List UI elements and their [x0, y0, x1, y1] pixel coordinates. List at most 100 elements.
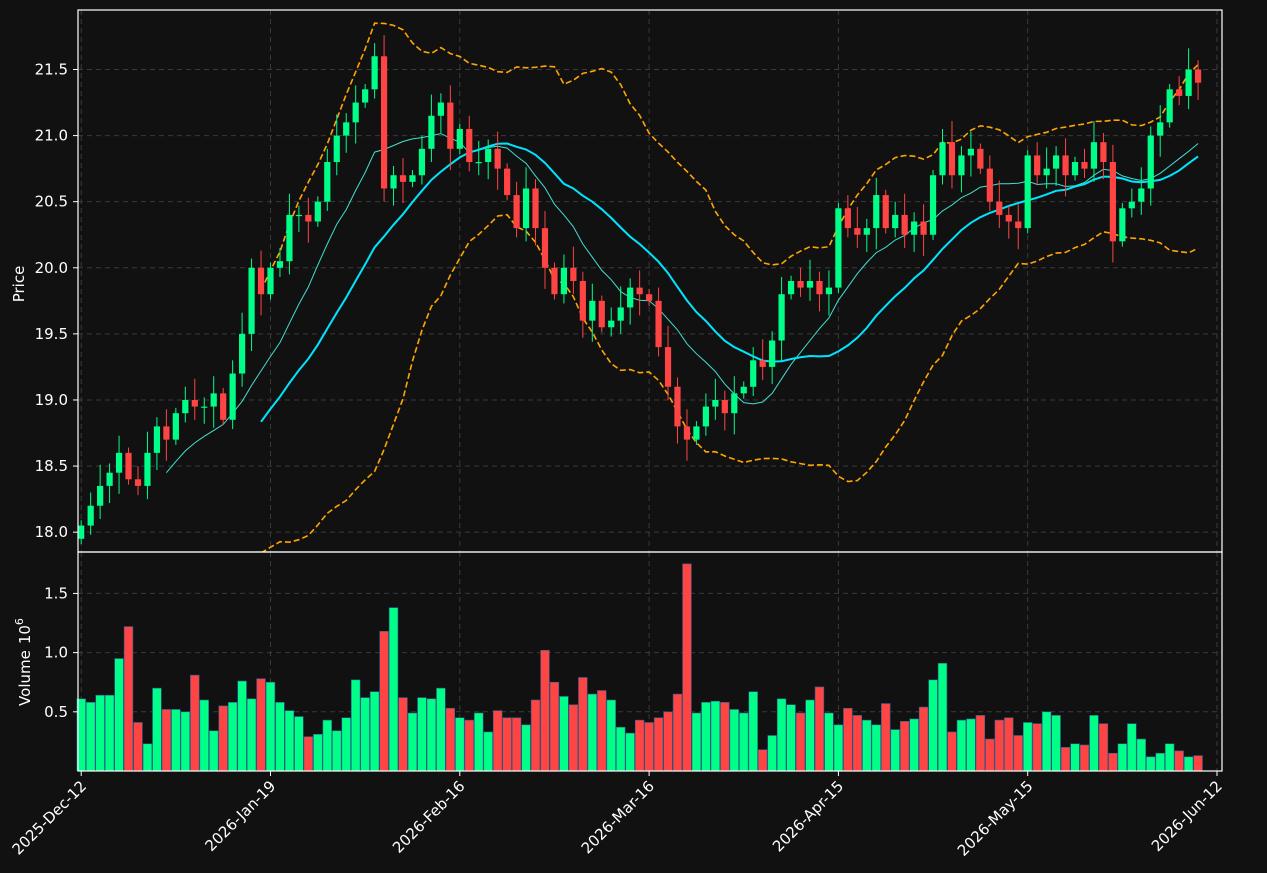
volume-bar [407, 712, 418, 772]
candle-body [806, 281, 814, 288]
volume-bar [190, 674, 200, 772]
volume-tick-label: 1.5 [44, 584, 68, 602]
volume-bar [691, 712, 702, 772]
candle-body [115, 452, 123, 473]
candle-body [1100, 142, 1107, 163]
volume-bar [1174, 750, 1184, 772]
candle-body [87, 505, 94, 526]
candle-body [1034, 155, 1041, 176]
candle-body [1081, 162, 1088, 169]
volume-panel-frame [77, 551, 1223, 772]
candle-body [437, 102, 444, 116]
volume-bar [805, 699, 815, 772]
volume-bar [1079, 744, 1090, 772]
volume-bar [492, 710, 503, 772]
volume-bar [256, 678, 266, 772]
candle-body [1176, 89, 1183, 96]
volume-bar [975, 715, 986, 772]
candle-body [418, 148, 426, 176]
volume-bar [379, 631, 389, 772]
candle-body [362, 89, 369, 103]
candle-body [835, 208, 842, 288]
candle-body [986, 168, 993, 202]
volume-bar [275, 702, 285, 772]
candle-body [977, 148, 984, 169]
volume-bar [653, 717, 664, 772]
candle-body [324, 162, 331, 202]
volume-bar [881, 703, 891, 772]
volume-bar [890, 729, 900, 772]
candle-body [646, 294, 653, 301]
volume-bar [1193, 755, 1203, 772]
volume-bar [634, 719, 645, 772]
volume-bar [540, 649, 550, 772]
candle-body [863, 228, 870, 235]
volume-bar [332, 730, 342, 772]
candle-body [352, 102, 359, 123]
candle-body [911, 221, 918, 235]
volume-y-ticks: 0.5 1.0 1.5 [44, 584, 78, 721]
volume-bars [76, 563, 1203, 772]
volume-bar [1032, 723, 1042, 772]
volume-axis-label: Volume 106 [13, 618, 34, 706]
volume-bar [1117, 743, 1128, 772]
candle-body [504, 168, 511, 196]
volume-bar [757, 749, 768, 772]
volume-bar [95, 694, 105, 772]
candle-body [513, 195, 520, 229]
volume-bar [455, 717, 465, 772]
volume-bar [483, 731, 493, 772]
candle-body [153, 426, 161, 453]
volume-bar [701, 702, 711, 772]
candle-body [1109, 162, 1116, 242]
candle-body [466, 128, 473, 163]
volume-bar [265, 681, 276, 772]
volume-bar [388, 607, 399, 772]
volume-bar [161, 709, 172, 772]
volume-bar [672, 693, 683, 772]
candle-body [589, 300, 596, 321]
volume-bar [1022, 722, 1033, 772]
candle-body [996, 201, 1003, 215]
volume-bar [1136, 738, 1146, 772]
volume-bar [1004, 717, 1014, 772]
volume-tick-label: 1.0 [44, 644, 68, 662]
candle-body [1071, 162, 1079, 176]
candle-body [494, 148, 501, 169]
volume-bar [1060, 747, 1071, 772]
candle-body [182, 399, 189, 414]
volume-bar [1108, 752, 1118, 772]
price-axis-label: Price [10, 266, 28, 303]
candle-body [740, 386, 747, 394]
volume-bar [559, 696, 569, 772]
volume-bar [616, 726, 626, 772]
candle-body [1194, 69, 1202, 83]
candle-body [873, 195, 880, 229]
candle-body [759, 360, 766, 367]
candle-body [797, 281, 804, 288]
volume-bar [445, 707, 456, 772]
candle-body [655, 300, 662, 348]
candle-body [1062, 155, 1069, 176]
volume-bar [218, 705, 228, 772]
candle-body [428, 115, 435, 149]
candle-body [617, 307, 624, 321]
volume-bar [133, 722, 143, 772]
candle-body [570, 267, 577, 281]
volume-bar [852, 715, 863, 772]
volume-axis-exponent-power: 6 [13, 618, 26, 625]
candle-body [664, 347, 672, 387]
candle-body [447, 102, 454, 149]
candle-body [712, 399, 719, 407]
candle-body [778, 294, 785, 341]
volume-bar [843, 707, 853, 772]
volume-bar [152, 687, 162, 772]
volume-bar [511, 717, 522, 772]
volume-bar [899, 720, 910, 772]
volume-bar [530, 699, 541, 772]
volume-bar [313, 734, 323, 772]
lower-band-line [261, 213, 1199, 552]
candle-body [220, 393, 227, 420]
price-tick-label: 18.0 [35, 523, 68, 541]
